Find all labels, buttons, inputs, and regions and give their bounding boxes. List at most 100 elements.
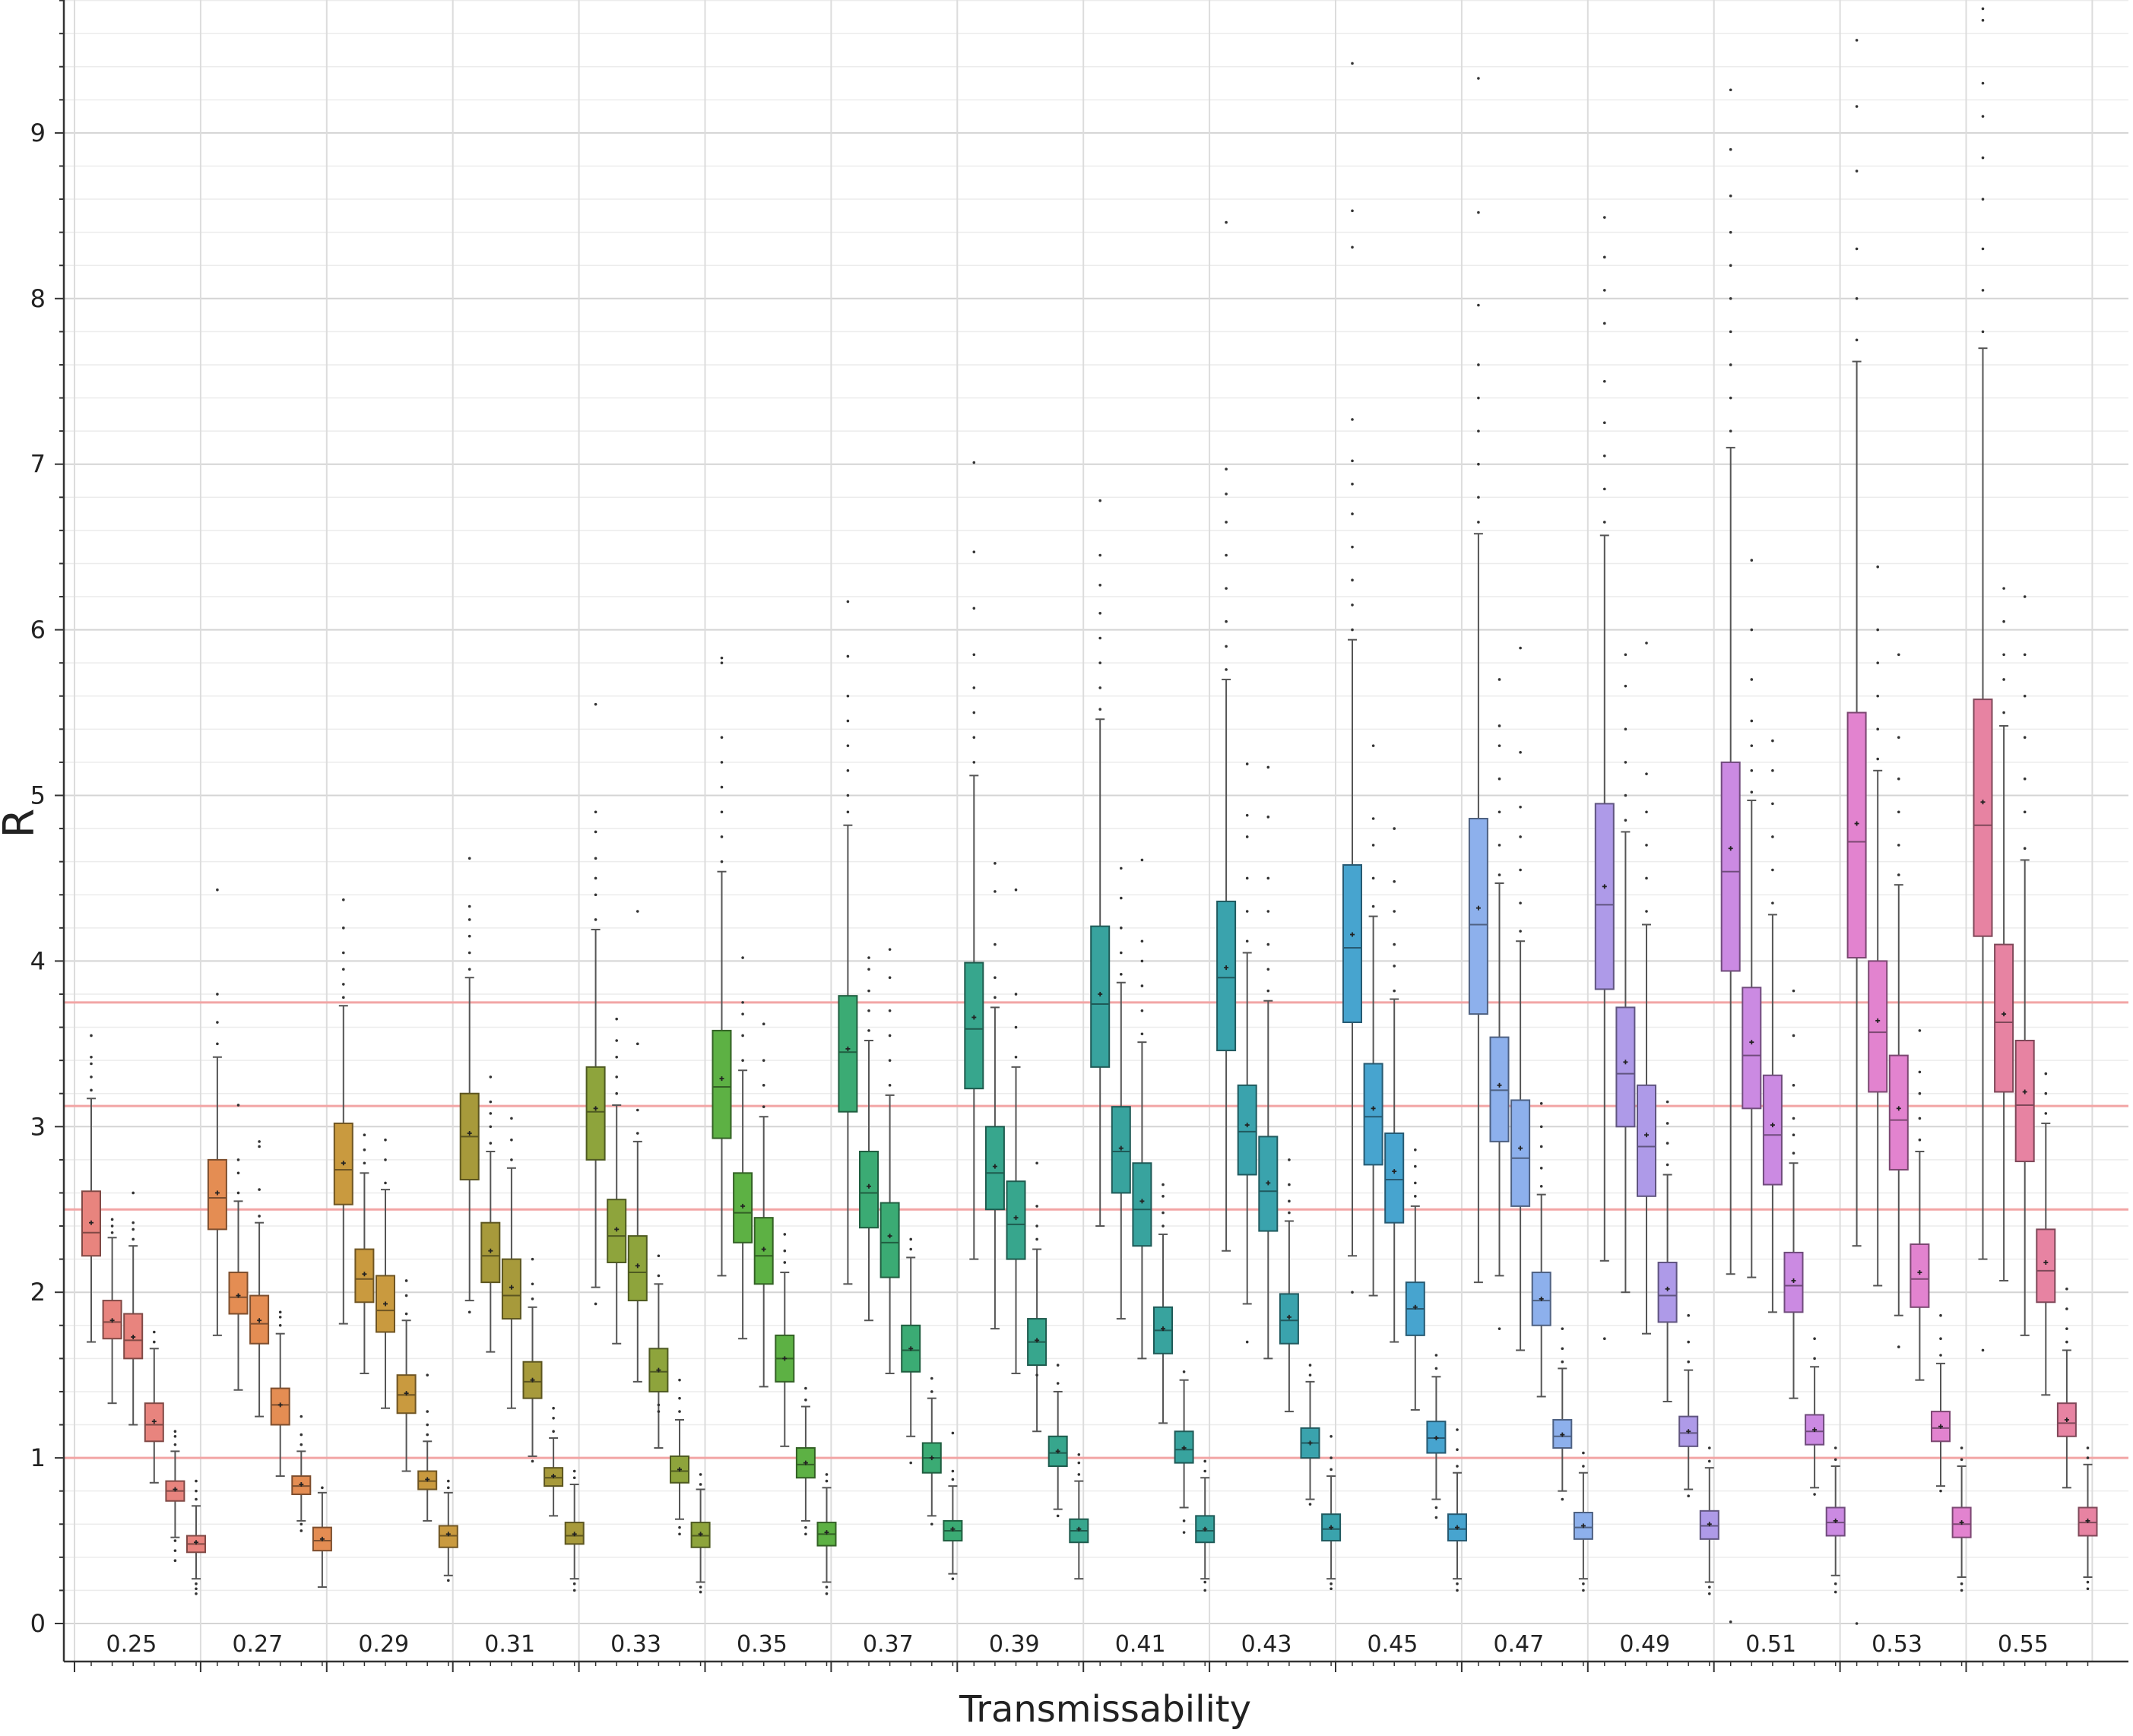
x-tick-label: 0.33: [610, 1631, 661, 1658]
outlier-point: [1729, 1620, 1732, 1624]
outlier-point: [426, 1410, 429, 1413]
x-tick-label: 0.29: [358, 1631, 409, 1658]
outlier-point: [1456, 1589, 1459, 1592]
outlier-point: [930, 1390, 933, 1393]
outlier-point: [1981, 289, 1985, 292]
outlier-point: [1561, 1497, 1564, 1501]
outlier-point: [1981, 1348, 1985, 1352]
outlier-point: [1918, 1070, 1922, 1074]
outlier-point: [1750, 559, 1754, 562]
outlier-point: [1561, 1360, 1564, 1364]
outlier-point: [489, 1100, 493, 1104]
outlier-point: [258, 1215, 261, 1218]
outlier-point: [342, 968, 345, 971]
outlier-point: [636, 1108, 639, 1112]
outlier-point: [1456, 1428, 1459, 1431]
outlier-point: [972, 686, 976, 689]
outlier-point: [1393, 989, 1396, 993]
outlier-point: [1077, 1473, 1081, 1476]
outlier-point: [1434, 1354, 1438, 1357]
outlier-point: [2044, 1091, 2048, 1095]
outlier-point: [1729, 88, 1732, 92]
outlier-point: [1266, 765, 1270, 769]
outlier-point: [1182, 1370, 1186, 1373]
y-tick-label: 7: [30, 450, 46, 479]
outlier-point: [384, 1181, 387, 1185]
outlier-point: [1687, 1360, 1690, 1364]
box-iqr: [1132, 1162, 1152, 1247]
outlier-point: [1056, 1364, 1060, 1367]
x-tick-label: 0.41: [1115, 1631, 1166, 1658]
outlier-point: [657, 1254, 661, 1258]
outlier-point: [1939, 1354, 1942, 1357]
outlier-point: [2023, 810, 2027, 814]
outlier-point: [594, 893, 597, 897]
outlier-point: [594, 876, 597, 880]
outlier-point: [510, 1138, 513, 1142]
outlier-point: [636, 1042, 639, 1046]
outlier-point: [1539, 1184, 1543, 1188]
outlier-point: [1603, 521, 1606, 524]
outlier-point: [1434, 1506, 1438, 1509]
outlier-point: [615, 1039, 618, 1042]
outlier-point: [867, 1009, 870, 1012]
outlier-point: [1897, 873, 1900, 876]
outlier-point: [1981, 81, 1985, 85]
outlier-point: [1035, 1373, 1038, 1376]
outlier-point: [1771, 769, 1774, 772]
box-group-0.27: [207, 888, 332, 1589]
outlier-point: [1162, 1195, 1165, 1198]
outlier-point: [1918, 1091, 1922, 1095]
outlier-point: [1308, 1503, 1312, 1506]
outlier-point: [278, 1310, 282, 1314]
outlier-point: [1245, 835, 1249, 838]
outlier-point: [1729, 194, 1732, 198]
outlier-point: [741, 1034, 744, 1037]
outlier-point: [1162, 1224, 1165, 1228]
outlier-point: [951, 1577, 955, 1580]
outlier-point: [173, 1549, 177, 1552]
x-axis-title: Transmissability: [959, 1688, 1251, 1731]
outlier-point: [510, 1158, 513, 1161]
box-iqr: [1762, 1074, 1783, 1186]
outlier-point: [1371, 844, 1375, 847]
outlier-point: [1603, 216, 1606, 219]
outlier-point: [1014, 993, 1018, 996]
outlier-point: [1729, 363, 1732, 366]
y-tick-label: 5: [30, 781, 46, 810]
outlier-point: [572, 1476, 576, 1480]
x-tick-label: 0.39: [989, 1631, 1040, 1658]
x-tick-label: 0.27: [232, 1631, 283, 1658]
outlier-point: [972, 653, 976, 657]
box-group-0.41: [1090, 499, 1215, 1592]
outlier-point: [1603, 255, 1606, 259]
outlier-point: [195, 1582, 198, 1586]
outlier-point: [1225, 493, 1228, 496]
box-iqr: [1720, 761, 1741, 972]
outlier-point: [1519, 930, 1522, 933]
outlier-point: [1729, 230, 1732, 234]
outlier-point: [1603, 379, 1606, 383]
box-iqr: [585, 1066, 606, 1161]
outlier-point: [1393, 880, 1396, 883]
outlier-point: [1330, 1582, 1333, 1586]
outlier-point: [1182, 1519, 1186, 1522]
outlier-point: [1981, 7, 1985, 11]
outlier-point: [909, 1461, 912, 1465]
outlier-point: [1162, 1183, 1165, 1186]
outlier-point: [300, 1443, 303, 1446]
box-group-0.29: [333, 898, 458, 1582]
outlier-point: [720, 661, 724, 664]
outlier-point: [132, 1191, 135, 1195]
outlier-point: [489, 1142, 493, 1145]
outlier-point: [90, 1034, 93, 1037]
outlier-point: [1666, 1122, 1669, 1125]
box-group-0.31: [459, 857, 585, 1592]
outlier-point: [1120, 927, 1123, 930]
outlier-point: [1582, 1589, 1585, 1592]
outlier-point: [1897, 844, 1900, 847]
outlier-point: [762, 1022, 765, 1026]
outlier-point: [720, 835, 724, 838]
outlier-point: [657, 1410, 661, 1413]
y-tick-label: 6: [30, 616, 46, 645]
